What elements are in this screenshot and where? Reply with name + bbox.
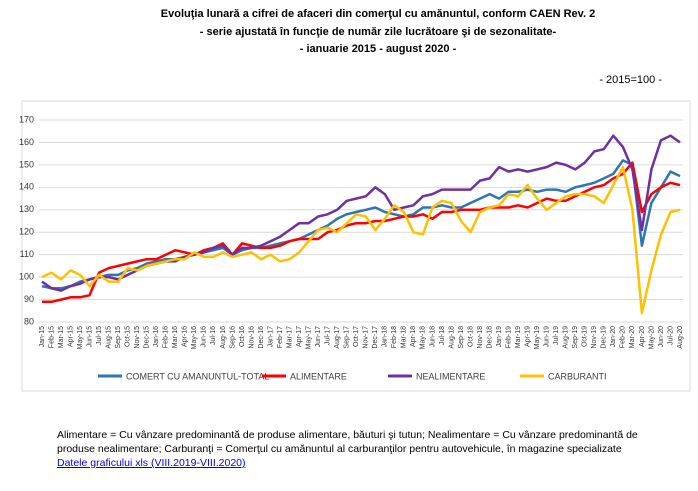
x-tick-label: Apr-16 (182, 326, 189, 347)
x-tick-label: Feb-20 (620, 326, 627, 348)
x-tick-label: Feb-17 (277, 326, 284, 348)
x-tick-label: Oct-16 (239, 326, 246, 347)
x-tick-label: Jul-18 (439, 326, 446, 345)
legend-label: NEALIMENTARE (416, 371, 485, 381)
series-line (41, 165, 681, 315)
x-tick-label: Mar-19 (515, 326, 522, 348)
legend-label: COMERT CU AMANUNTUL-TOTAL (126, 371, 269, 381)
x-tick-label: Sep-19 (572, 326, 579, 349)
y-tick-label: 100 (19, 271, 34, 281)
x-tick-label: Aug-15 (106, 326, 113, 349)
x-tick-label: Aug-18 (448, 326, 455, 349)
x-tick-label: May-15 (77, 326, 84, 349)
x-tick-label: Apr-15 (67, 326, 74, 347)
series-line (41, 159, 681, 290)
legend-label: ALIMENTARE (290, 371, 347, 381)
x-tick-label: Dec-18 (486, 326, 493, 349)
title-line: Evoluţia lunară a cifrei de afaceri din … (161, 8, 595, 20)
y-tick-label: 110 (20, 249, 34, 259)
x-tick-label: Feb-15 (48, 326, 55, 348)
x-tick-label: Jan-19 (496, 326, 503, 348)
x-tick-label: Mar-17 (286, 326, 293, 348)
x-tick-label: Nov-15 (134, 326, 141, 349)
y-tick-label: 140 (19, 182, 34, 192)
x-tick-label: May-20 (648, 326, 655, 349)
x-tick-label: May-16 (191, 326, 198, 349)
x-tick-label: Mar-18 (401, 326, 408, 348)
x-tick-label: Dec-17 (372, 326, 379, 349)
y-tick-label: 130 (19, 204, 34, 214)
x-tick-label: Oct-18 (467, 326, 474, 347)
x-tick-label: Sep-17 (344, 326, 351, 349)
x-tick-label: Apr-18 (410, 326, 417, 347)
y-tick-label: 170 (19, 114, 34, 124)
x-tick-label: Oct-15 (125, 326, 132, 347)
x-tick-label: Nov-16 (248, 326, 255, 349)
x-tick-label: Jul-17 (325, 326, 332, 345)
data-link[interactable]: Datele graficului xls (VIII.2019-VIII.20… (57, 457, 246, 469)
x-tick-label: Mar-20 (629, 326, 636, 348)
unit-note: - 2015=100 - (599, 74, 662, 86)
y-tick-label: 160 (19, 137, 34, 147)
x-tick-label: Dec-19 (601, 326, 608, 349)
series-line (42, 161, 681, 304)
x-tick-label: Oct-19 (582, 326, 589, 347)
x-tick-label: Nov-19 (591, 326, 598, 349)
x-tick-label: Jun-15 (86, 326, 93, 348)
x-tick-label: Feb-16 (163, 326, 170, 348)
x-tick-label: Apr-19 (524, 326, 531, 347)
x-tick-label: May-18 (420, 326, 427, 349)
x-tick-label: Dec-16 (258, 326, 265, 349)
x-tick-label: Sep-16 (229, 326, 236, 349)
x-tick-label: Apr-17 (296, 326, 303, 347)
x-tick-label: Jan-16 (153, 326, 160, 348)
x-tick-label: Feb-19 (505, 326, 512, 348)
x-tick-label: Jan-20 (610, 326, 617, 348)
legend-label: CARBURANTI (548, 371, 607, 381)
x-tick-label: Jul-16 (210, 326, 217, 345)
x-tick-label: Sep-18 (458, 326, 465, 349)
x-tick-label: Aug-16 (220, 326, 227, 349)
x-tick-label: May-19 (534, 326, 541, 349)
x-tick-label: Aug-19 (563, 326, 570, 349)
x-tick-label: Feb-18 (391, 326, 398, 348)
x-tick-label: Jan-17 (267, 326, 274, 348)
x-tick-label: Mar-15 (58, 326, 65, 348)
x-tick-label: Jun-17 (315, 326, 322, 348)
y-tick-label: 90 (24, 294, 34, 304)
chart-frame (21, 100, 691, 392)
x-tick-label: Jan-18 (382, 326, 389, 348)
title-line: - serie ajustată în funcţie de număr zil… (200, 26, 557, 38)
y-tick-label: 80 (24, 316, 34, 326)
x-tick-label: Dec-15 (144, 326, 151, 349)
x-tick-label: Sep-15 (115, 326, 122, 349)
x-tick-label: Apr-20 (639, 326, 646, 347)
footnote: Alimentare = Cu vânzare predominantă de … (57, 429, 638, 455)
x-tick-label: Aug-20 (677, 326, 684, 349)
title-line: - ianuarie 2015 - august 2020 - (300, 43, 457, 55)
x-tick-label: Aug-17 (334, 326, 341, 349)
x-tick-label: Jul-19 (553, 326, 560, 345)
footnote-block: Alimentare = Cu vânzare predominantă de … (57, 428, 677, 470)
y-tick-label: 150 (19, 159, 34, 169)
x-tick-label: May-17 (305, 326, 312, 349)
x-tick-label: Nov-18 (477, 326, 484, 349)
x-tick-label: Jul-15 (96, 326, 103, 345)
x-tick-label: Jun-20 (658, 326, 665, 348)
x-tick-label: Nov-17 (363, 326, 370, 349)
x-tick-label: Jul-20 (667, 326, 674, 345)
y-tick-label: 120 (19, 227, 34, 237)
x-tick-label: Jun-18 (429, 326, 436, 348)
x-tick-label: Jan-15 (39, 326, 46, 348)
chart: Evoluţia lunară a cifrei de afaceri din … (19, 8, 691, 392)
x-tick-label: Oct-17 (353, 326, 360, 347)
x-tick-label: Jun-16 (201, 326, 208, 348)
x-tick-label: Mar-16 (172, 326, 179, 348)
x-tick-label: Jun-19 (544, 326, 551, 348)
